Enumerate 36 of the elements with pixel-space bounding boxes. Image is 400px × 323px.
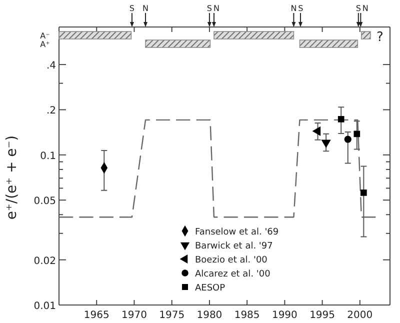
legend-label: Fanselow et al. '69 [195,228,279,238]
x-tick-label: 1990 [272,310,298,321]
ref-line-label: S [356,4,361,13]
ref-line-label: N [213,4,220,13]
x-tick-label: 1965 [84,310,110,321]
y-tick-label: 0.02 [34,256,56,267]
ref-line-label: N [290,4,297,13]
x-tick-label: 1980 [196,310,222,321]
y-tick-label: A⁻ [40,31,50,40]
x-tick-label: 1985 [234,310,260,321]
point [360,190,367,196]
x-tick-label: 1975 [159,310,185,321]
legend-label: Boezio et al. '00 [195,256,268,266]
ref-line-label: N [362,4,368,13]
ref-line-label: S [298,4,304,13]
x-tick-label: 1995 [310,310,336,321]
legend-label: AESOP [195,284,226,294]
point [312,126,321,136]
point [338,116,344,122]
point [354,130,360,138]
y-axis-title: e⁺/(e⁺ + e⁻) [4,135,20,220]
y-tick-label: .4 [46,60,56,72]
ref-line-label: N [142,4,149,13]
point [344,136,352,143]
x-tick-label: 2000 [347,310,373,321]
y-tick-label: .2 [46,106,56,117]
x-tick-label: 1970 [122,310,147,321]
annotation: ? [376,30,384,45]
y-tick-label: A⁺ [40,40,50,49]
legend-label: Alcarez et al. '00 [195,270,271,280]
y-tick-label: 0.01 [34,301,56,312]
ref-line-label: S [206,4,212,13]
legend-label: Barwick et al. '97 [195,242,273,252]
y-tick-label: 0.1 [40,150,56,162]
y-tick-label: 0.05 [34,196,56,208]
ref-line-label: S [129,4,135,13]
